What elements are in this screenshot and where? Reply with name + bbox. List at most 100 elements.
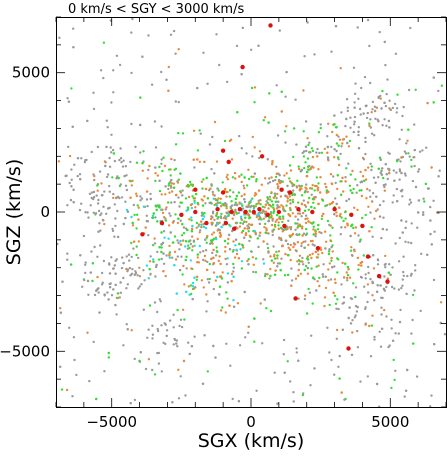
galaxy-point xyxy=(241,204,244,207)
galaxy-point xyxy=(400,171,403,175)
galaxy-point xyxy=(135,253,138,257)
galaxy-point xyxy=(409,26,412,30)
galaxy-point xyxy=(300,215,303,218)
galaxy-point xyxy=(262,258,265,261)
galaxy-point xyxy=(172,343,175,346)
galaxy-point xyxy=(234,197,237,201)
galaxy-point xyxy=(393,179,396,182)
galaxy-point xyxy=(178,248,181,251)
galaxy-point xyxy=(107,356,111,359)
galaxy-point xyxy=(143,279,146,282)
galaxy-point xyxy=(238,202,241,205)
galaxy-point xyxy=(169,174,172,177)
galaxy-point xyxy=(190,219,193,222)
galaxy-point xyxy=(387,151,390,154)
galaxy-point xyxy=(169,33,173,36)
galaxy-point xyxy=(202,51,205,54)
galaxy-point xyxy=(280,257,283,260)
galaxy-point xyxy=(175,292,178,295)
galaxy-point xyxy=(264,210,267,214)
galaxy-point xyxy=(226,190,229,194)
galaxy-point xyxy=(167,65,170,69)
galaxy-point xyxy=(380,236,383,240)
galaxy-point xyxy=(68,181,71,185)
galaxy-point xyxy=(191,285,195,288)
galaxy-point xyxy=(97,198,100,202)
galaxy-point xyxy=(240,194,243,198)
galaxy-point xyxy=(66,258,69,261)
galaxy-point xyxy=(443,333,447,336)
galaxy-point xyxy=(384,63,387,67)
galaxy-point xyxy=(316,228,320,231)
galaxy-point xyxy=(203,254,207,258)
galaxy-point xyxy=(136,204,139,207)
galaxy-point xyxy=(191,184,194,187)
galaxy-point xyxy=(162,262,166,265)
galaxy-point xyxy=(401,195,404,198)
galaxy-point xyxy=(211,216,214,219)
galaxy-point xyxy=(110,294,114,297)
galaxy-point xyxy=(245,152,248,155)
galaxy-point xyxy=(105,175,109,179)
galaxy-point xyxy=(229,364,232,367)
galaxy-point xyxy=(254,257,258,260)
highlight-point xyxy=(215,207,220,212)
galaxy-point xyxy=(61,280,64,283)
galaxy-point xyxy=(177,131,180,135)
galaxy-point xyxy=(125,267,128,271)
galaxy-point xyxy=(269,255,272,258)
galaxy-point xyxy=(367,265,370,269)
galaxy-point xyxy=(350,246,353,249)
galaxy-point xyxy=(342,301,346,304)
galaxy-point xyxy=(242,184,245,187)
galaxy-point xyxy=(178,268,182,272)
galaxy-point xyxy=(286,184,289,188)
galaxy-point xyxy=(297,224,300,228)
galaxy-point xyxy=(266,196,269,199)
galaxy-point xyxy=(386,78,389,81)
galaxy-point xyxy=(136,274,139,277)
galaxy-point xyxy=(206,260,209,264)
galaxy-point xyxy=(189,183,193,186)
galaxy-point xyxy=(298,184,301,188)
galaxy-point xyxy=(303,246,306,249)
galaxy-point xyxy=(257,44,260,47)
galaxy-point xyxy=(240,73,243,76)
galaxy-point xyxy=(331,130,334,134)
galaxy-point xyxy=(220,277,224,280)
galaxy-point xyxy=(240,173,243,176)
galaxy-point xyxy=(351,319,354,322)
galaxy-point xyxy=(240,202,243,205)
galaxy-point xyxy=(152,260,155,263)
galaxy-point xyxy=(72,27,75,30)
galaxy-point xyxy=(349,189,352,192)
galaxy-point xyxy=(292,127,296,130)
galaxy-point xyxy=(381,89,384,93)
galaxy-point xyxy=(224,311,227,314)
galaxy-point xyxy=(377,120,380,123)
galaxy-point xyxy=(324,275,327,278)
galaxy-point xyxy=(371,294,374,297)
galaxy-point xyxy=(105,119,109,122)
galaxy-point xyxy=(312,196,316,199)
galaxy-point xyxy=(189,203,193,207)
galaxy-point xyxy=(270,176,273,179)
galaxy-point xyxy=(380,306,383,309)
galaxy-point xyxy=(274,178,277,182)
galaxy-point xyxy=(160,257,163,261)
galaxy-point xyxy=(247,177,251,181)
galaxy-point xyxy=(376,263,380,266)
galaxy-point xyxy=(185,267,188,270)
galaxy-point xyxy=(58,36,61,39)
galaxy-point xyxy=(300,227,304,230)
galaxy-point xyxy=(260,211,264,215)
galaxy-point xyxy=(335,337,338,340)
galaxy-point xyxy=(168,251,172,254)
galaxy-point xyxy=(191,245,194,248)
galaxy-point xyxy=(303,55,306,58)
galaxy-point xyxy=(160,158,163,161)
galaxy-point xyxy=(254,231,257,234)
galaxy-point xyxy=(417,168,421,171)
galaxy-point xyxy=(330,246,333,249)
galaxy-point xyxy=(340,283,343,286)
